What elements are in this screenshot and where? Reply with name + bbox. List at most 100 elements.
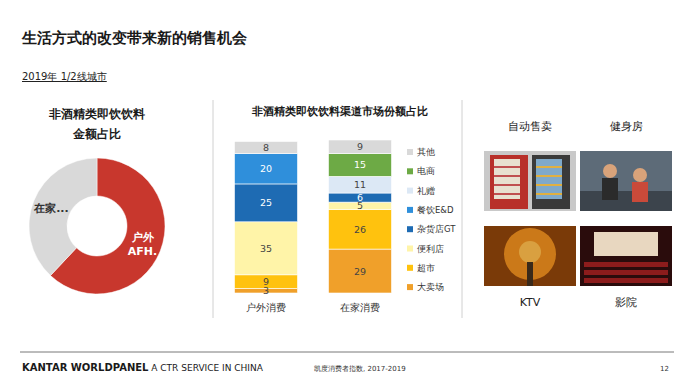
legend-swatch (407, 265, 413, 271)
chart-title: 非酒精类即饮饮料渠道市场份额占比 (251, 105, 428, 118)
panel-label: 影院 (615, 296, 637, 309)
panel-label: KTV (520, 296, 541, 309)
data-label: 35 (260, 243, 272, 254)
bar-segment (329, 140, 392, 154)
chart-title: 金额占比 (72, 127, 121, 141)
microphone (519, 241, 541, 263)
legend-swatch (407, 188, 413, 194)
person (603, 164, 617, 178)
bar-segment (329, 210, 392, 249)
slice-label: 在家... (33, 202, 69, 215)
screen (594, 232, 658, 256)
photo-bg (484, 151, 576, 211)
tagline: A CTR SERVICE IN CHINA (148, 363, 263, 373)
data-label: 8 (263, 142, 269, 153)
bar-segment (235, 184, 298, 222)
photo-bg (484, 226, 576, 286)
legend-swatch (407, 284, 413, 290)
floor (580, 191, 672, 211)
background (0, 0, 693, 390)
legend-label: 餐饮E&D (417, 205, 454, 215)
separator (213, 100, 214, 318)
vending-window (536, 159, 562, 199)
source: 凯度消费者指数, 2017-2019 (314, 365, 406, 373)
bar-segment (329, 193, 392, 202)
data-label: 20 (260, 163, 272, 174)
person (632, 182, 648, 202)
donut-chart: 非酒精类即饮饮料金额占比户外AFH. 在家... (29, 107, 165, 294)
shelf (494, 166, 520, 168)
photo (484, 151, 576, 211)
vending-machine (532, 155, 570, 209)
bar-segment (329, 154, 392, 177)
slide: 生活方式的改变带来新的销售机会2019年 1/2线城市非酒精类即饮饮料金额占比户… (0, 0, 693, 390)
shelf (536, 175, 562, 177)
photo (484, 226, 576, 286)
category-label: 在家消费 (340, 302, 380, 313)
footer-rule (20, 352, 674, 353)
page-number: 12 (660, 365, 669, 373)
footer-brand: KANTAR WORLDPANEL A CTR SERVICE IN CHINA (22, 362, 264, 373)
slice-label: 户外 (131, 231, 155, 244)
bar-segment (235, 142, 298, 154)
photo-bg (580, 151, 672, 211)
photo-panels: 自动售卖 健身房 KTV 影院 (484, 120, 672, 309)
page: 生活方式的改变带来新的销售机会2019年 1/2线城市非酒精类即饮饮料金额占比户… (0, 0, 693, 390)
legend-label: 大卖场 (417, 282, 444, 292)
vending-window (494, 159, 520, 199)
legend-swatch (407, 246, 413, 252)
photo (580, 151, 672, 211)
shelf (536, 193, 562, 195)
donut-slice (29, 158, 97, 276)
data-label: 11 (354, 179, 366, 190)
subtitle: 2019年 1/2线城市 (22, 71, 107, 82)
category-label: 户外消费 (246, 302, 286, 313)
chart-title: 非酒精类即饮饮料 (48, 107, 145, 121)
shelf (494, 184, 520, 186)
legend-swatch (407, 207, 413, 213)
person (633, 168, 647, 182)
photo (580, 226, 672, 286)
shelf (536, 166, 562, 168)
bar-chart: 非酒精类即饮饮料渠道市场份额占比39352520829265611159户外消费… (235, 105, 457, 313)
data-label: 9 (263, 276, 269, 287)
data-label: 6 (357, 192, 363, 203)
panel-label: 自动售卖 (508, 120, 552, 133)
shelf (494, 175, 520, 177)
bar-segment (235, 222, 298, 275)
data-label: 29 (354, 266, 366, 277)
slice-label: AFH. (128, 245, 157, 258)
legend-label: 杂货店GT (417, 224, 456, 234)
bar-marks (235, 140, 392, 293)
seats (584, 278, 668, 283)
brand: KANTAR WORLDPANEL (22, 362, 149, 373)
legend-label: 便利店 (417, 244, 444, 254)
bar-segment (235, 275, 298, 289)
seats (584, 270, 668, 275)
separator (462, 100, 463, 318)
photo-bg (580, 226, 672, 286)
legend-label: 其他 (417, 147, 435, 157)
footer: KANTAR WORLDPANEL A CTR SERVICE IN CHINA… (20, 352, 674, 373)
legend-label: 电商 (417, 166, 435, 176)
legend-label: 礼赠 (417, 186, 435, 196)
bar-segment (235, 154, 298, 184)
data-label: 26 (354, 224, 366, 235)
seats (584, 262, 668, 267)
shelf (494, 193, 520, 195)
bar-segment (329, 249, 392, 293)
legend-swatch (407, 168, 413, 174)
bar-labels: 39352520829265611159 (260, 141, 366, 296)
person (602, 178, 618, 200)
vending-machine (490, 155, 528, 209)
data-label: 25 (260, 197, 272, 208)
panel-label: 健身房 (610, 120, 643, 133)
data-label: 15 (354, 159, 366, 170)
data-label: 9 (357, 141, 363, 152)
bar-segment (329, 176, 392, 193)
legend-label: 超市 (417, 263, 435, 273)
legend-swatch (407, 149, 413, 155)
microphone (527, 262, 533, 286)
shelf (536, 184, 562, 186)
legend-swatch (407, 226, 413, 232)
